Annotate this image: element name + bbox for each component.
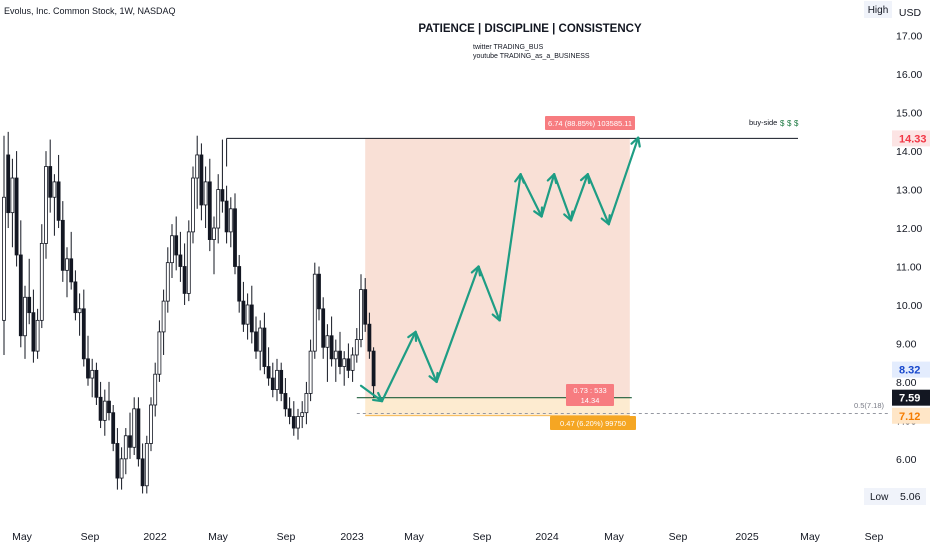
symbol-label: Evolus, Inc. Common Stock, 1W, NASDAQ xyxy=(4,6,176,16)
time-tick-label: May xyxy=(208,531,229,543)
time-tick-label: Sep xyxy=(865,531,884,543)
svg-text:$: $ xyxy=(794,119,799,128)
svg-text:$: $ xyxy=(787,119,792,128)
time-tick-label: 2022 xyxy=(143,531,167,543)
time-tick-label: Sep xyxy=(473,531,492,543)
twitter-handle: twitter TRADING_BUS xyxy=(473,44,544,51)
ratio-target-label: 14.34 xyxy=(581,396,600,405)
chart-title: PATIENCE | DISCIPLINE | CONSISTENCY xyxy=(418,23,642,35)
high-price-level-badge: 8.32 xyxy=(899,365,920,377)
time-tick-label: May xyxy=(604,531,625,543)
price-tick-label: 17.00 xyxy=(896,31,922,43)
youtube-handle: youtube TRADING_as_a_BUSINESS xyxy=(473,53,590,60)
time-tick-label: Sep xyxy=(669,531,688,543)
time-tick-label: 2025 xyxy=(735,531,759,543)
time-tick-label: 2024 xyxy=(535,531,559,543)
candle xyxy=(187,220,190,301)
fib-label: 0.5(7.18) xyxy=(854,401,885,410)
price-tick-label: 12.00 xyxy=(896,223,922,235)
svg-text:$: $ xyxy=(780,119,785,128)
time-tick-label: May xyxy=(800,531,821,543)
time-tick-label: May xyxy=(404,531,425,543)
candle xyxy=(45,151,48,259)
stop-price-badge: 7.12 xyxy=(899,411,920,423)
candle xyxy=(313,263,316,359)
high-price-badge: 14.33 xyxy=(899,133,927,145)
candle xyxy=(150,397,153,451)
currency-label: USD xyxy=(899,7,922,19)
time-tick-label: 2023 xyxy=(340,531,364,543)
low-value: 5.06 xyxy=(900,491,921,503)
price-tick-label: 10.00 xyxy=(896,300,922,312)
price-tick-label: 16.00 xyxy=(896,69,922,81)
time-tick-label: Sep xyxy=(277,531,296,543)
time-tick-label: Sep xyxy=(81,531,100,543)
price-tick-label: 8.00 xyxy=(896,377,917,389)
money-bag-icon: $ $ $ xyxy=(780,119,799,128)
high-label: High xyxy=(868,5,889,16)
target-label: 6.74 (88.85%) 103585.11 xyxy=(548,119,632,128)
stop-label: 0.47 (6.20%) 99750 xyxy=(560,419,626,428)
price-tick-label: 9.00 xyxy=(896,338,917,350)
low-label: Low xyxy=(870,492,889,503)
candle xyxy=(145,436,148,494)
time-tick-label: May xyxy=(12,531,33,543)
price-tick-label: 15.00 xyxy=(896,108,922,120)
ratio-label: 0.73 : 533 xyxy=(573,386,606,395)
price-tick-label: 6.00 xyxy=(896,454,917,466)
last-price-badge: 7.59 xyxy=(899,393,920,405)
price-tick-label: 13.00 xyxy=(896,185,922,197)
price-tick-label: 14.00 xyxy=(896,146,922,158)
candle xyxy=(192,166,195,243)
buyside-label: buy-side xyxy=(749,118,777,127)
price-tick-label: 11.00 xyxy=(896,262,922,274)
price-axis-background xyxy=(890,0,932,550)
